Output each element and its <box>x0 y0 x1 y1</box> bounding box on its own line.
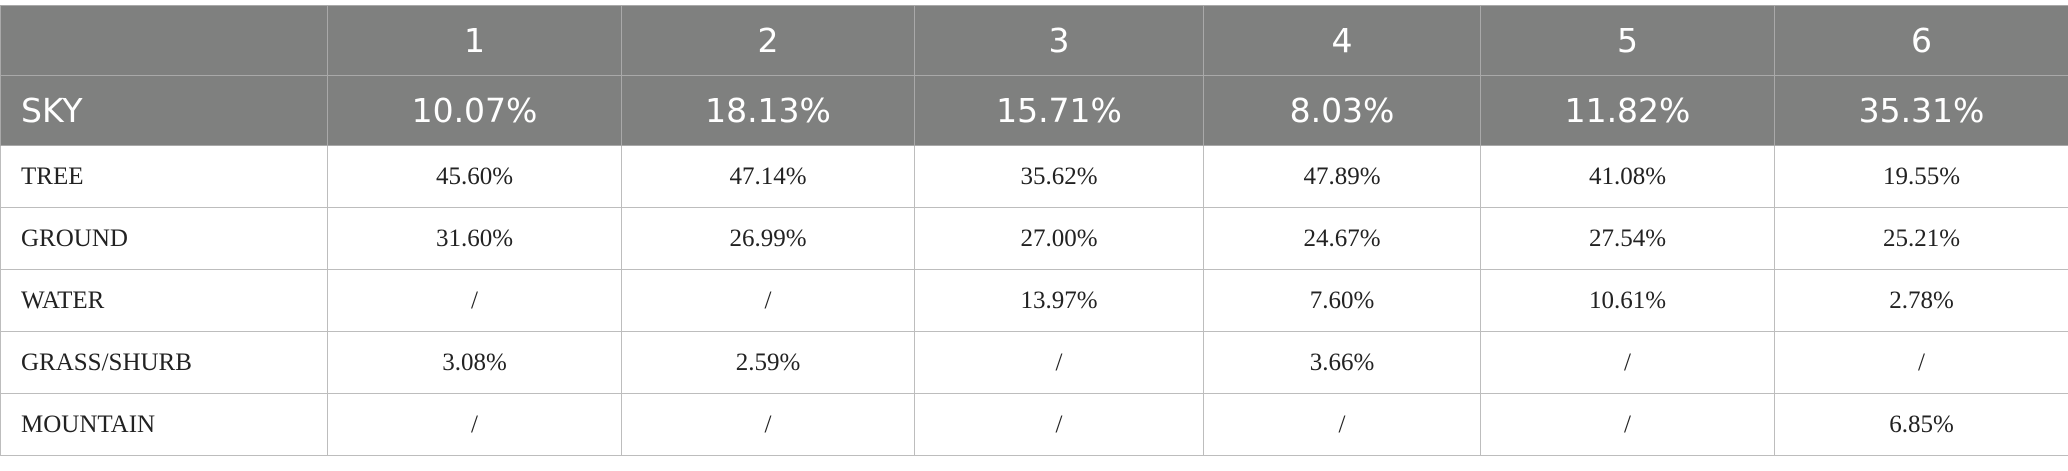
cell: 27.54% <box>1481 208 1775 270</box>
cell: 7.60% <box>1204 270 1481 332</box>
cell: / <box>915 332 1204 394</box>
cell: 6.85% <box>1775 394 2068 456</box>
row-label: TREE <box>1 146 328 208</box>
cell: 35.31% <box>1775 76 2068 146</box>
cell: 18.13% <box>622 76 915 146</box>
cell: 47.14% <box>622 146 915 208</box>
cell: 35.62% <box>915 146 1204 208</box>
cell: 41.08% <box>1481 146 1775 208</box>
row-label: GROUND <box>1 208 328 270</box>
cell: / <box>1481 394 1775 456</box>
cell: 3 <box>915 6 1204 76</box>
cell: 25.21% <box>1775 208 2068 270</box>
cell: / <box>915 394 1204 456</box>
cell: 10.61% <box>1481 270 1775 332</box>
table-row: MOUNTAIN/////6.85% <box>1 394 2068 456</box>
cell: / <box>1481 332 1775 394</box>
cell: 27.00% <box>915 208 1204 270</box>
cell: / <box>622 394 915 456</box>
cell: 24.67% <box>1204 208 1481 270</box>
cell: 47.89% <box>1204 146 1481 208</box>
row-label: SKY <box>1 76 328 146</box>
cell: 2.59% <box>622 332 915 394</box>
cell: 2 <box>622 6 915 76</box>
cell: 19.55% <box>1775 146 2068 208</box>
cell: 5 <box>1481 6 1775 76</box>
table-row: WATER//13.97%7.60%10.61%2.78% <box>1 270 2068 332</box>
cell: 3.66% <box>1204 332 1481 394</box>
cell: 1 <box>328 6 622 76</box>
cell: / <box>622 270 915 332</box>
cell: 3.08% <box>328 332 622 394</box>
cell: 26.99% <box>622 208 915 270</box>
cell: 45.60% <box>328 146 622 208</box>
cell: 15.71% <box>915 76 1204 146</box>
cell: 13.97% <box>915 270 1204 332</box>
cell: 10.07% <box>328 76 622 146</box>
cell: / <box>328 394 622 456</box>
row-label: GRASS/SHURB <box>1 332 328 394</box>
row-label: WATER <box>1 270 328 332</box>
row-label: MOUNTAIN <box>1 394 328 456</box>
row-label <box>1 6 328 76</box>
cell: 11.82% <box>1481 76 1775 146</box>
cell: 31.60% <box>328 208 622 270</box>
cell: 2.78% <box>1775 270 2068 332</box>
cell: 6 <box>1775 6 2068 76</box>
cell: / <box>1775 332 2068 394</box>
cell: 4 <box>1204 6 1481 76</box>
cell: / <box>1204 394 1481 456</box>
cell: / <box>328 270 622 332</box>
cell: 8.03% <box>1204 76 1481 146</box>
